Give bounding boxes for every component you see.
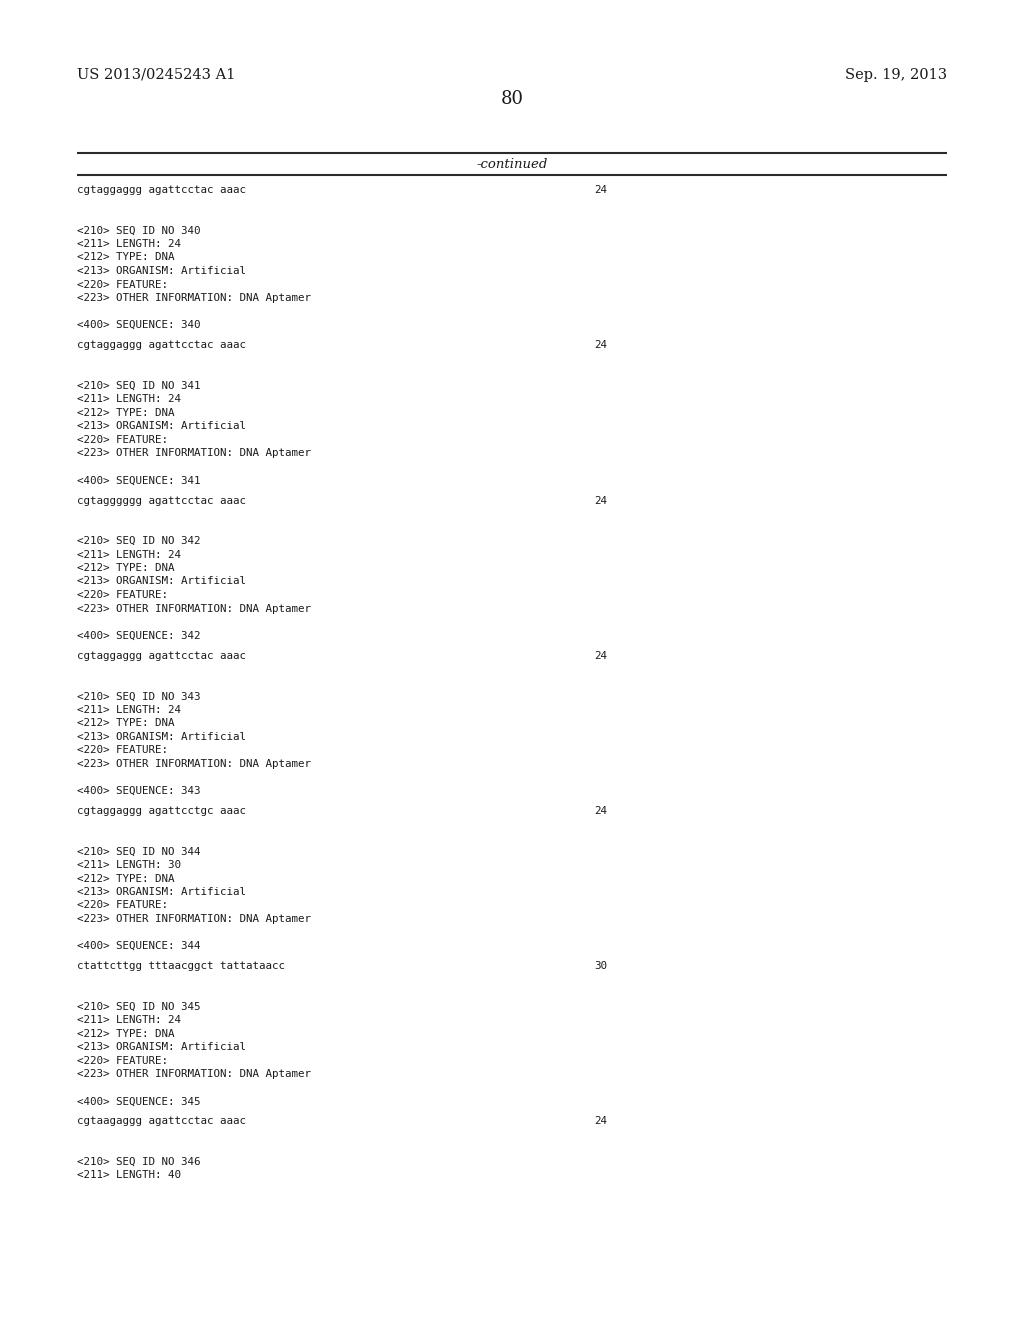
Text: <223> OTHER INFORMATION: DNA Aptamer: <223> OTHER INFORMATION: DNA Aptamer [77, 1069, 311, 1080]
Text: <213> ORGANISM: Artificial: <213> ORGANISM: Artificial [77, 1043, 246, 1052]
Text: <213> ORGANISM: Artificial: <213> ORGANISM: Artificial [77, 421, 246, 432]
Text: <210> SEQ ID NO 343: <210> SEQ ID NO 343 [77, 692, 201, 701]
Text: <212> TYPE: DNA: <212> TYPE: DNA [77, 718, 174, 729]
Text: <210> SEQ ID NO 342: <210> SEQ ID NO 342 [77, 536, 201, 546]
Text: cgtaagaggg agattcctac aaac: cgtaagaggg agattcctac aaac [77, 1117, 246, 1126]
Text: cgtagggggg agattcctac aaac: cgtagggggg agattcctac aaac [77, 495, 246, 506]
Text: 24: 24 [594, 1117, 607, 1126]
Text: 24: 24 [594, 341, 607, 350]
Text: <211> LENGTH: 24: <211> LENGTH: 24 [77, 1015, 181, 1026]
Text: <213> ORGANISM: Artificial: <213> ORGANISM: Artificial [77, 267, 246, 276]
Text: <213> ORGANISM: Artificial: <213> ORGANISM: Artificial [77, 731, 246, 742]
Text: <212> TYPE: DNA: <212> TYPE: DNA [77, 252, 174, 263]
Text: <220> FEATURE:: <220> FEATURE: [77, 746, 168, 755]
Text: <210> SEQ ID NO 346: <210> SEQ ID NO 346 [77, 1158, 201, 1167]
Text: <220> FEATURE:: <220> FEATURE: [77, 280, 168, 289]
Text: <211> LENGTH: 24: <211> LENGTH: 24 [77, 549, 181, 560]
Text: <400> SEQUENCE: 343: <400> SEQUENCE: 343 [77, 785, 201, 796]
Text: <212> TYPE: DNA: <212> TYPE: DNA [77, 1028, 174, 1039]
Text: <211> LENGTH: 24: <211> LENGTH: 24 [77, 705, 181, 714]
Text: <213> ORGANISM: Artificial: <213> ORGANISM: Artificial [77, 577, 246, 586]
Text: ctattcttgg tttaacggct tattataacc: ctattcttgg tttaacggct tattataacc [77, 961, 285, 972]
Text: <212> TYPE: DNA: <212> TYPE: DNA [77, 874, 174, 883]
Text: <211> LENGTH: 30: <211> LENGTH: 30 [77, 861, 181, 870]
Text: <220> FEATURE:: <220> FEATURE: [77, 434, 168, 445]
Text: Sep. 19, 2013: Sep. 19, 2013 [845, 69, 947, 82]
Text: cgtaggaggg agattcctgc aaac: cgtaggaggg agattcctgc aaac [77, 807, 246, 816]
Text: 24: 24 [594, 651, 607, 661]
Text: cgtaggaggg agattcctac aaac: cgtaggaggg agattcctac aaac [77, 341, 246, 350]
Text: 80: 80 [501, 90, 523, 108]
Text: <211> LENGTH: 40: <211> LENGTH: 40 [77, 1171, 181, 1180]
Text: 24: 24 [594, 185, 607, 195]
Text: <223> OTHER INFORMATION: DNA Aptamer: <223> OTHER INFORMATION: DNA Aptamer [77, 759, 311, 768]
Text: cgtaggaggg agattcctac aaac: cgtaggaggg agattcctac aaac [77, 651, 246, 661]
Text: <220> FEATURE:: <220> FEATURE: [77, 1056, 168, 1065]
Text: <211> LENGTH: 24: <211> LENGTH: 24 [77, 239, 181, 249]
Text: <210> SEQ ID NO 345: <210> SEQ ID NO 345 [77, 1002, 201, 1011]
Text: <210> SEQ ID NO 340: <210> SEQ ID NO 340 [77, 226, 201, 235]
Text: <213> ORGANISM: Artificial: <213> ORGANISM: Artificial [77, 887, 246, 898]
Text: <400> SEQUENCE: 344: <400> SEQUENCE: 344 [77, 941, 201, 950]
Text: <223> OTHER INFORMATION: DNA Aptamer: <223> OTHER INFORMATION: DNA Aptamer [77, 293, 311, 304]
Text: <220> FEATURE:: <220> FEATURE: [77, 590, 168, 601]
Text: US 2013/0245243 A1: US 2013/0245243 A1 [77, 69, 236, 82]
Text: <400> SEQUENCE: 345: <400> SEQUENCE: 345 [77, 1096, 201, 1106]
Text: <212> TYPE: DNA: <212> TYPE: DNA [77, 408, 174, 417]
Text: <212> TYPE: DNA: <212> TYPE: DNA [77, 564, 174, 573]
Text: <223> OTHER INFORMATION: DNA Aptamer: <223> OTHER INFORMATION: DNA Aptamer [77, 913, 311, 924]
Text: <223> OTHER INFORMATION: DNA Aptamer: <223> OTHER INFORMATION: DNA Aptamer [77, 603, 311, 614]
Text: <210> SEQ ID NO 341: <210> SEQ ID NO 341 [77, 380, 201, 391]
Text: cgtaggaggg agattcctac aaac: cgtaggaggg agattcctac aaac [77, 185, 246, 195]
Text: -continued: -continued [476, 158, 548, 172]
Text: 24: 24 [594, 807, 607, 816]
Text: 30: 30 [594, 961, 607, 972]
Text: <220> FEATURE:: <220> FEATURE: [77, 900, 168, 911]
Text: <400> SEQUENCE: 341: <400> SEQUENCE: 341 [77, 475, 201, 486]
Text: <400> SEQUENCE: 342: <400> SEQUENCE: 342 [77, 631, 201, 640]
Text: <223> OTHER INFORMATION: DNA Aptamer: <223> OTHER INFORMATION: DNA Aptamer [77, 449, 311, 458]
Text: <211> LENGTH: 24: <211> LENGTH: 24 [77, 395, 181, 404]
Text: <400> SEQUENCE: 340: <400> SEQUENCE: 340 [77, 319, 201, 330]
Text: <210> SEQ ID NO 344: <210> SEQ ID NO 344 [77, 846, 201, 857]
Text: 24: 24 [594, 495, 607, 506]
